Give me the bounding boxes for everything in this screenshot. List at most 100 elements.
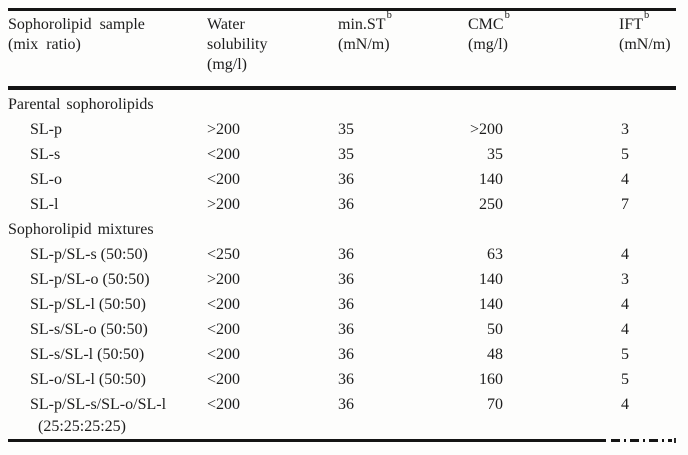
table-header-rule xyxy=(8,86,676,90)
cell-cmc: 70 xyxy=(487,396,503,413)
table-row: SL-p/SL-o (50:50) >200 36 140 3 xyxy=(8,267,676,292)
col-header-cmc: CMCb (mg/l) xyxy=(460,10,560,86)
col-header-min-st-unit: (mN/m) xyxy=(338,36,390,53)
cell-cmc: >200 xyxy=(469,121,503,138)
cell-water-solubility: <200 xyxy=(207,321,241,338)
col-header-ift-unit: (mN/m) xyxy=(619,36,671,53)
cell-cmc: 140 xyxy=(479,271,503,288)
col-header-water-line2: solubility xyxy=(207,36,268,53)
cell-min-st: 36 xyxy=(338,171,354,188)
col-header-sample: Sophorolipid sample (mix ratio) xyxy=(8,15,207,86)
col-header-water-line1: Water xyxy=(207,16,245,33)
col-header-ift: IFTb (mN/m) xyxy=(560,10,676,86)
table-row: SL-p/SL-s (50:50) <250 36 63 4 xyxy=(8,242,676,267)
cell-sample: SL-o/SL-l (50:50) xyxy=(30,371,146,388)
cell-sample: SL-p/SL-s (50:50) xyxy=(30,246,148,263)
cell-water-solubility: <200 xyxy=(207,171,241,188)
footnote-marker-b: b xyxy=(644,9,650,21)
cell-min-st: 36 xyxy=(338,321,354,338)
cell-min-st: 36 xyxy=(338,296,354,313)
col-header-min-st: min.STb (mN/m) xyxy=(338,10,460,86)
section-title-parental: Parental sophorolipids xyxy=(8,92,676,117)
col-header-water-solubility: Water solubility (mg/l) xyxy=(207,15,338,86)
cell-ift: 3 xyxy=(621,121,629,138)
ift-label: IFT xyxy=(619,16,643,33)
cell-ift: 3 xyxy=(621,271,629,288)
bottom-rule-end-tick xyxy=(674,437,676,443)
cell-water-solubility: <200 xyxy=(207,296,241,313)
footnote-marker-b: b xyxy=(386,9,392,21)
cell-ift: 7 xyxy=(621,196,629,213)
cell-cmc: 140 xyxy=(479,171,503,188)
cell-ift: 5 xyxy=(621,371,629,388)
cell-ift: 4 xyxy=(621,296,629,313)
cell-ift: 5 xyxy=(621,146,629,163)
col-header-cmc-name: CMCb xyxy=(468,10,560,35)
col-header-sample-line2: (mix ratio) xyxy=(8,36,81,53)
min-st-label: min.ST xyxy=(338,16,386,33)
cell-ift: 4 xyxy=(621,396,629,413)
cell-water-solubility: <200 xyxy=(207,371,241,388)
col-header-water-unit: (mg/l) xyxy=(207,56,247,73)
table-header-row: Sophorolipid sample (mix ratio) Water so… xyxy=(8,10,676,86)
cell-min-st: 35 xyxy=(338,146,354,163)
cell-sample-mix-ratio: (25:25:25:25) xyxy=(38,418,126,435)
table-bottom-rule xyxy=(8,437,676,443)
bottom-rule-solid-segment xyxy=(8,438,606,442)
cell-sample: SL-p xyxy=(30,121,62,138)
cell-cmc: 50 xyxy=(487,321,503,338)
table-row: SL-s/SL-o (50:50) <200 36 50 4 xyxy=(8,317,676,342)
cell-sample: SL-l xyxy=(30,196,59,213)
cell-cmc: 160 xyxy=(479,371,503,388)
cell-min-st: 36 xyxy=(338,371,354,388)
cell-ift: 5 xyxy=(621,346,629,363)
cell-cmc: 35 xyxy=(487,146,503,163)
surfactant-properties-table: Sophorolipid sample (mix ratio) Water so… xyxy=(8,8,676,443)
col-header-ift-name: IFTb xyxy=(619,10,676,35)
cell-min-st: 36 xyxy=(338,346,354,363)
cell-water-solubility: >200 xyxy=(207,271,241,288)
col-header-min-st-name: min.STb xyxy=(338,10,460,35)
table-row: SL-o <200 36 140 4 xyxy=(8,167,676,192)
cell-ift: 4 xyxy=(621,246,629,263)
table-row: SL-p/SL-l (50:50) <200 36 140 4 xyxy=(8,292,676,317)
table-top-rule xyxy=(8,8,676,11)
cell-water-solubility: <200 xyxy=(207,146,241,163)
section-title-mixtures: Sophorolipid mixtures xyxy=(8,217,676,242)
table-row: SL-o/SL-l (50:50) <200 36 160 5 xyxy=(8,367,676,392)
cell-sample: SL-p/SL-s/SL-o/SL-l (25:25:25:25) xyxy=(8,392,207,437)
cell-sample: SL-p/SL-l (50:50) xyxy=(30,296,146,313)
cell-cmc: 140 xyxy=(479,296,503,313)
cell-cmc: 250 xyxy=(479,196,503,213)
cell-sample: SL-o xyxy=(30,171,62,188)
cell-cmc: 48 xyxy=(487,346,503,363)
table-row: SL-p >200 35 >200 3 xyxy=(8,117,676,142)
table-row: SL-p/SL-s/SL-o/SL-l (25:25:25:25) <200 3… xyxy=(8,392,676,437)
cell-sample: SL-s xyxy=(30,146,61,163)
table-body: Parental sophorolipids SL-p >200 35 >200… xyxy=(8,90,676,437)
section-title-text: Sophorolipid mixtures xyxy=(8,221,154,238)
cell-water-solubility: <250 xyxy=(207,246,241,263)
col-header-cmc-unit: (mg/l) xyxy=(468,36,508,53)
cell-sample: SL-p/SL-o (50:50) xyxy=(30,271,150,288)
table-row: SL-s/SL-l (50:50) <200 36 48 5 xyxy=(8,342,676,367)
cell-water-solubility: >200 xyxy=(207,121,241,138)
cell-sample: SL-s/SL-o (50:50) xyxy=(30,321,148,338)
cell-ift: 4 xyxy=(621,171,629,188)
cell-sample-line1: SL-p/SL-s/SL-o/SL-l xyxy=(30,396,167,413)
cell-sample: SL-s/SL-l (50:50) xyxy=(30,346,145,363)
cell-min-st: 36 xyxy=(338,246,354,263)
cell-min-st: 36 xyxy=(338,196,354,213)
col-header-sample-line1: Sophorolipid sample xyxy=(8,16,145,33)
table-row: SL-l >200 36 250 7 xyxy=(8,192,676,217)
cell-min-st: 36 xyxy=(338,271,354,288)
cell-water-solubility: >200 xyxy=(207,196,241,213)
cell-min-st: 36 xyxy=(338,396,354,413)
table-row: SL-s <200 35 35 5 xyxy=(8,142,676,167)
section-title-text: Parental sophorolipids xyxy=(8,96,154,113)
cell-cmc: 63 xyxy=(487,246,503,263)
footnote-marker-b: b xyxy=(504,9,510,21)
cmc-label: CMC xyxy=(468,16,504,33)
cell-water-solubility: <200 xyxy=(207,396,241,413)
